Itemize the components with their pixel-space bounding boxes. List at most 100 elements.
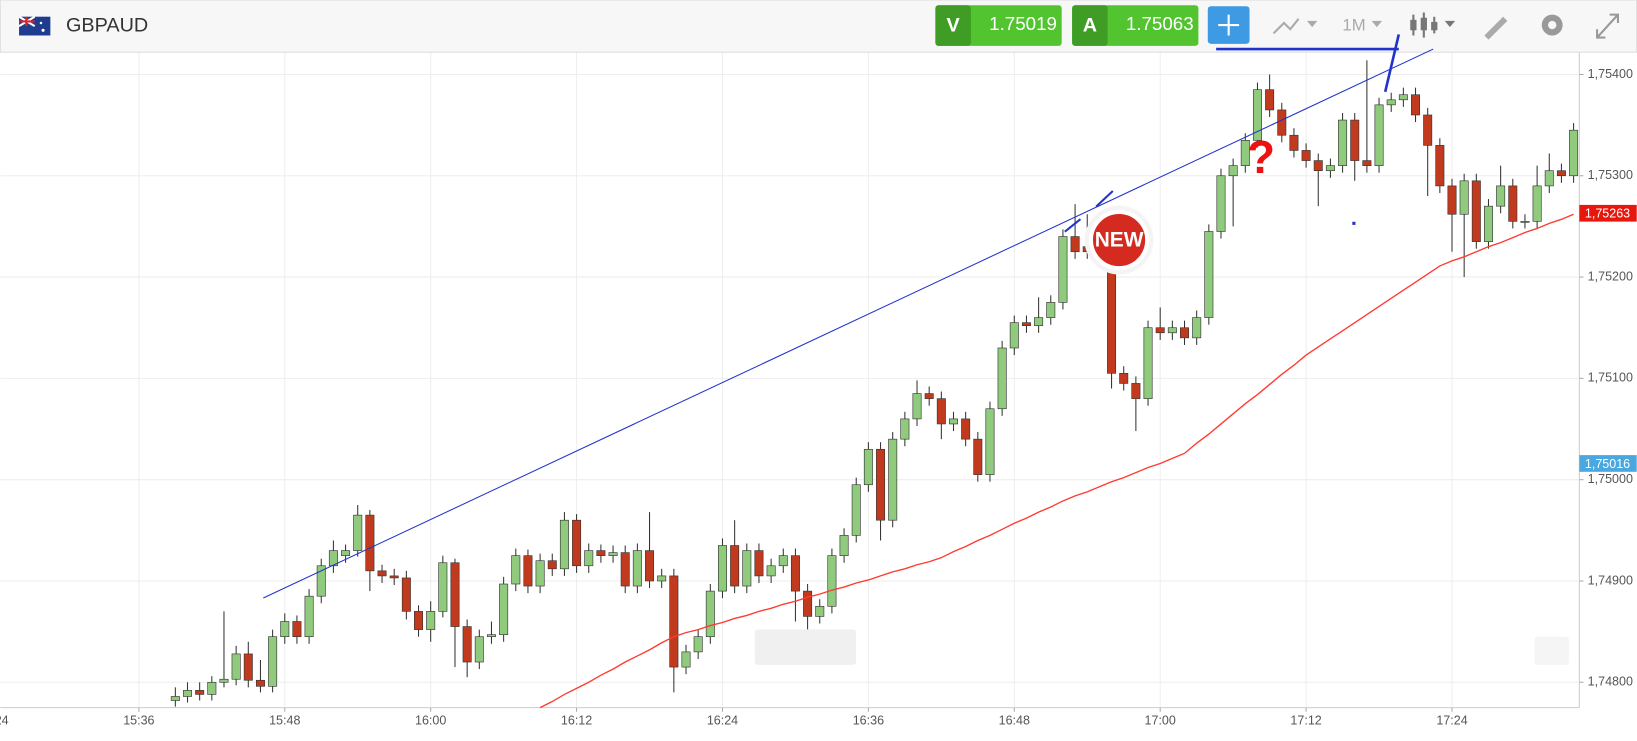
candle-body bbox=[1496, 185, 1506, 207]
candle-body bbox=[669, 575, 679, 668]
buy-label: A bbox=[1083, 14, 1097, 36]
x-tick-label: 16:12 bbox=[561, 713, 592, 727]
price-tag-label: 1,75263 bbox=[1585, 207, 1630, 221]
candle-body bbox=[231, 653, 241, 680]
badge-text: NEW bbox=[1095, 229, 1144, 252]
y-tick-label: 1,75300 bbox=[1588, 168, 1633, 182]
candle-body bbox=[876, 448, 886, 521]
fullscreen-button[interactable] bbox=[1596, 13, 1619, 39]
candle-body bbox=[389, 575, 399, 579]
candle-body bbox=[353, 514, 363, 551]
y-tick-label: 1,74900 bbox=[1588, 573, 1633, 587]
x-tick-label: 17:24 bbox=[1436, 713, 1467, 727]
candle-body bbox=[1435, 145, 1445, 187]
candle-body bbox=[608, 552, 618, 556]
y-tick-label: 1,75200 bbox=[1588, 269, 1633, 283]
candle-body bbox=[1325, 165, 1335, 172]
candle-body bbox=[1508, 185, 1518, 222]
candle-body bbox=[1034, 317, 1044, 327]
candle-body bbox=[450, 562, 460, 627]
draw-button[interactable] bbox=[1484, 16, 1508, 40]
candle-body bbox=[1277, 109, 1287, 136]
candle-body bbox=[1398, 94, 1408, 101]
x-tick-label: 16:24 bbox=[707, 713, 738, 727]
price-tag bbox=[1579, 204, 1637, 222]
candle-body bbox=[584, 550, 594, 567]
candle-body bbox=[1252, 89, 1262, 141]
candle-body bbox=[1459, 180, 1469, 215]
candle-body bbox=[268, 636, 278, 687]
candle-body bbox=[596, 550, 606, 556]
candle-body bbox=[803, 590, 813, 617]
candle-body bbox=[292, 621, 302, 638]
candle-body bbox=[559, 519, 569, 570]
candle-body bbox=[377, 570, 387, 577]
settings-button[interactable] bbox=[1541, 14, 1563, 36]
timeframe: 1M bbox=[1342, 15, 1365, 34]
x-tick-label: 16:36 bbox=[853, 713, 884, 727]
candle-body bbox=[900, 418, 910, 440]
candle-body bbox=[657, 575, 667, 582]
buy-button[interactable]: A 1.75063 bbox=[1072, 5, 1199, 46]
x-tick-label: 15:48 bbox=[269, 713, 300, 727]
candle-body bbox=[1423, 114, 1433, 146]
candle-body bbox=[170, 696, 180, 701]
sell-button[interactable]: V 1.75019 bbox=[935, 5, 1062, 46]
candle-body bbox=[1046, 302, 1056, 318]
candle-body bbox=[1070, 236, 1080, 253]
candle-body bbox=[255, 679, 265, 687]
candle-body bbox=[839, 535, 849, 556]
candle-body bbox=[1313, 160, 1323, 172]
candle-body bbox=[754, 550, 764, 577]
y-tick-label: 1,75400 bbox=[1588, 67, 1633, 81]
candle-body bbox=[827, 555, 837, 607]
price-tag bbox=[1579, 455, 1637, 472]
indicator-button[interactable] bbox=[1272, 18, 1318, 35]
candle-body bbox=[328, 550, 338, 567]
candle-body bbox=[1265, 89, 1275, 111]
x-tick-label: 16:00 bbox=[415, 713, 446, 727]
candle-body bbox=[1532, 185, 1542, 222]
candle-body bbox=[1143, 327, 1153, 399]
candle-body bbox=[1544, 170, 1554, 187]
overlay-panel bbox=[754, 629, 857, 665]
candle-body bbox=[888, 438, 898, 521]
plot-area: 1,74800 1,74900 1,75000 1,75100 1,75200 1,753… bbox=[0, 52, 1637, 727]
candle-body bbox=[547, 560, 557, 570]
candle-body bbox=[936, 398, 946, 425]
candle-body bbox=[1411, 94, 1421, 116]
candle-body bbox=[1471, 180, 1481, 242]
candle-body bbox=[705, 590, 715, 638]
toolbar bbox=[0, 0, 1637, 53]
candle-body bbox=[401, 577, 411, 612]
candle-body bbox=[632, 550, 642, 587]
trend-lines bbox=[263, 34, 1434, 599]
candle-body bbox=[778, 555, 788, 567]
candle-body bbox=[1119, 372, 1129, 384]
crosshair-button[interactable] bbox=[1207, 6, 1250, 44]
candle-body bbox=[1569, 129, 1579, 177]
new-badge: NEW bbox=[1084, 205, 1154, 275]
candle-body bbox=[1240, 140, 1250, 166]
candle-body bbox=[961, 418, 971, 440]
candle-body bbox=[1192, 317, 1202, 339]
candle-body bbox=[341, 550, 351, 556]
candle-body bbox=[1301, 150, 1311, 161]
candle-body bbox=[742, 550, 752, 587]
candle-body bbox=[1520, 221, 1530, 223]
chart-type-button[interactable] bbox=[1410, 12, 1456, 38]
timeframe-button[interactable]: 1M bbox=[1342, 15, 1383, 34]
symbol: GBPAUD bbox=[66, 14, 148, 36]
candle-body bbox=[1167, 327, 1177, 334]
candle-body bbox=[949, 418, 958, 425]
candle-body bbox=[365, 514, 375, 572]
candle-body bbox=[997, 347, 1007, 410]
candle-body bbox=[730, 545, 740, 587]
candle-body bbox=[863, 448, 873, 486]
candle-body bbox=[645, 550, 655, 582]
candle-body bbox=[523, 555, 533, 587]
candle-body bbox=[693, 636, 703, 653]
candle-body bbox=[790, 555, 800, 592]
y-tick-label: 1,75100 bbox=[1588, 371, 1633, 385]
question-mark: ? bbox=[1247, 131, 1275, 183]
